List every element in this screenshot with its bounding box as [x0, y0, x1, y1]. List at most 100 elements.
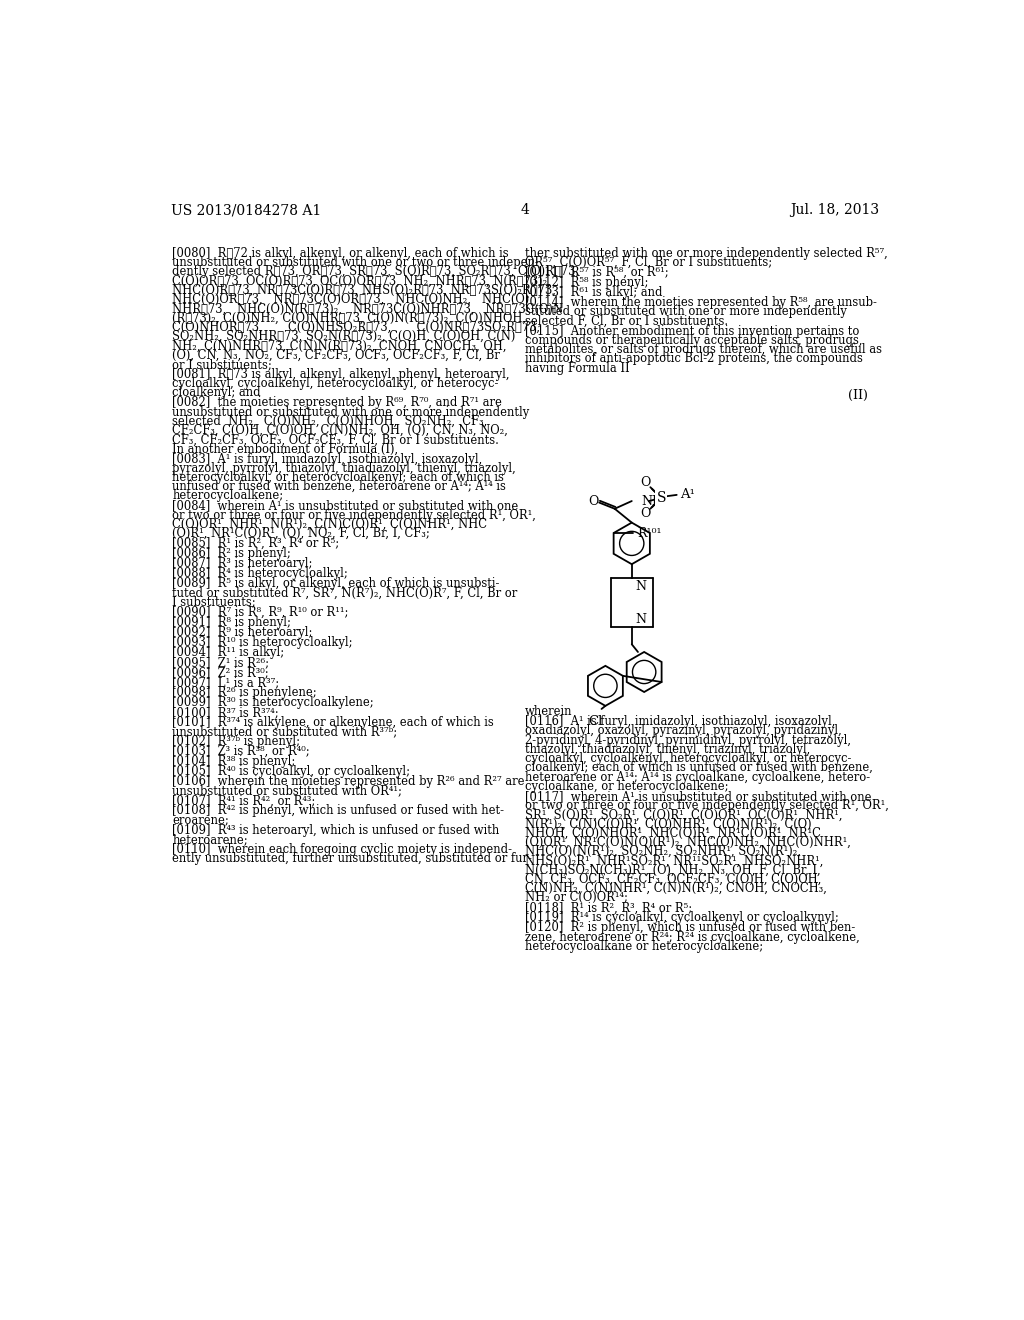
- Text: [0104]  R³⁸ is phenyl;: [0104] R³⁸ is phenyl;: [172, 755, 296, 768]
- Text: [0119]  R¹⁴ is cycloalkyl, cycloalkenyl or cycloalkynyl;: [0119] R¹⁴ is cycloalkyl, cycloalkenyl o…: [524, 911, 839, 924]
- Text: C(O)NHOR⁳73,       C(O)NHSO₂R⁳73,       C(O)NR⁳73SO₂R⁳73,: C(O)NHOR⁳73, C(O)NHSO₂R⁳73, C(O)NR⁳73SO₂…: [172, 321, 541, 334]
- Text: [0120]  R² is phenyl, which is unfused or fused with ben-: [0120] R² is phenyl, which is unfused or…: [524, 921, 855, 935]
- Text: [0089]  R⁵ is alkyl, or alkenyl, each of which is unsubsti-: [0089] R⁵ is alkyl, or alkenyl, each of …: [172, 577, 500, 590]
- Text: NHR⁳73,   NHC(O)N(R⁳73)₂,   NR⁳73C(O)NHR⁳73,   NR⁳73C(O)N: NHR⁳73, NHC(O)N(R⁳73)₂, NR⁳73C(O)NHR⁳73,…: [172, 302, 563, 315]
- Text: [0116]  A¹ is furyl, imidazolyl, isothiazolyl, isoxazolyl,: [0116] A¹ is furyl, imidazolyl, isothiaz…: [524, 715, 836, 729]
- Text: I substituents;: I substituents;: [172, 595, 256, 609]
- Text: cloalkenyl; each of which is unfused or fused with benzene,: cloalkenyl; each of which is unfused or …: [524, 762, 872, 775]
- Text: O: O: [641, 477, 651, 490]
- Text: (II): (II): [848, 389, 868, 403]
- Text: [0098]  R²⁶ is phenylene;: [0098] R²⁶ is phenylene;: [172, 686, 316, 698]
- Text: [0082]  the moieties represented by R⁶⁹, R⁷⁰, and R⁷¹ are: [0082] the moieties represented by R⁶⁹, …: [172, 396, 502, 409]
- Text: C(O)OR⁳73, OC(O)R⁳73, OC(O)OR⁳73, NH₂, NHR⁳73, N(R⁳73)₂,: C(O)OR⁳73, OC(O)R⁳73, OC(O)OR⁳73, NH₂, N…: [172, 275, 551, 288]
- Text: tuted or substituted R⁷, SR⁷, N(R⁷)₂, NHC(O)R⁷, F, Cl, Br or: tuted or substituted R⁷, SR⁷, N(R⁷)₂, NH…: [172, 586, 517, 599]
- Text: stituted or substituted with one or more independently: stituted or substituted with one or more…: [524, 305, 847, 318]
- Text: [0084]  wherein A¹ is unsubstituted or substituted with one: [0084] wherein A¹ is unsubstituted or su…: [172, 499, 518, 512]
- Text: NHC(O)OR⁳73,   NR⁳73C(O)OR⁳73,   NHC(O)NH₂,   NHC(O): NHC(O)OR⁳73, NR⁳73C(O)OR⁳73, NHC(O)NH₂, …: [172, 293, 529, 306]
- Text: [0083]  A¹ is furyl, imidazolyl, isothiazolyl, isoxazolyl,: [0083] A¹ is furyl, imidazolyl, isothiaz…: [172, 453, 482, 466]
- Text: [0093]  R¹⁰ is heterocycloalkyl;: [0093] R¹⁰ is heterocycloalkyl;: [172, 636, 352, 649]
- Text: US 2013/0184278 A1: US 2013/0184278 A1: [171, 203, 321, 216]
- Text: CF₃, CF₂CF₃, OCF₃, OCF₂CF₃, F, Cl, Br or I substituents.: CF₃, CF₂CF₃, OCF₃, OCF₂CF₃, F, Cl, Br or…: [172, 433, 499, 446]
- Text: unsubstituted or substituted with OR⁴¹;: unsubstituted or substituted with OR⁴¹;: [172, 784, 402, 797]
- Text: N: N: [635, 612, 646, 626]
- Text: NH₂, C(N)NHR⁳73, C(N)N(R⁳73)₂, CNOH, CNOCH₃, OH,: NH₂, C(N)NHR⁳73, C(N)N(R⁳73)₂, CNOH, CNO…: [172, 339, 507, 352]
- Text: NHC(O)(N(R¹)₂, SO₂NH₂, SO₂NHR¹, SO₂N(R¹)₂,: NHC(O)(N(R¹)₂, SO₂NH₂, SO₂NHR¹, SO₂N(R¹)…: [524, 845, 801, 858]
- Text: O: O: [589, 495, 599, 508]
- Text: [0114]  wherein the moieties represented by R⁵⁸, are unsub-: [0114] wherein the moieties represented …: [524, 296, 877, 309]
- Text: thiazolyl, thiadiazolyl, thienyl, triazinyl, triazolyl,: thiazolyl, thiadiazolyl, thienyl, triazi…: [524, 743, 810, 756]
- Text: [0113]  R⁶¹ is alkyl; and: [0113] R⁶¹ is alkyl; and: [524, 286, 663, 300]
- Text: [0107]  R⁴¹ is R⁴², or R⁴³;: [0107] R⁴¹ is R⁴², or R⁴³;: [172, 795, 315, 808]
- Text: S: S: [656, 491, 666, 506]
- Text: heterocycloalkane or heterocycloalkene;: heterocycloalkane or heterocycloalkene;: [524, 940, 763, 953]
- Text: cycloalkyl, cycloalkenyl, heterocycloalkyl, or heterocyc-: cycloalkyl, cycloalkenyl, heterocycloalk…: [172, 378, 499, 391]
- Text: or I substituents;: or I substituents;: [172, 358, 272, 371]
- Text: (O)OR¹, NR¹C(O)N(O)(R¹)₂, NHC(O)NH₂, NHC(O)NHR¹,: (O)OR¹, NR¹C(O)N(O)(R¹)₂, NHC(O)NH₂, NHC…: [524, 836, 851, 849]
- Text: metabolites, or salts of prodrugs thereof, which are useful as: metabolites, or salts of prodrugs thereo…: [524, 343, 882, 356]
- Text: selected  NH₂,  C(O)NH₂,  C(O)NHOH,  SO₂NH₂,  CF₃,: selected NH₂, C(O)NH₂, C(O)NHOH, SO₂NH₂,…: [172, 414, 487, 428]
- Text: NHS(O)₂R¹, NHR¹SO₂R¹, NR¹¹SO₂R¹, NHSO₂NHR¹,: NHS(O)₂R¹, NHR¹SO₂R¹, NR¹¹SO₂R¹, NHSO₂NH…: [524, 854, 823, 867]
- Text: CN, CF₃, OCF₃, CF₂CF₃, OCF₂CF₃, C(O)H, C(O)OH,: CN, CF₃, OCF₃, CF₂CF₃, OCF₂CF₃, C(O)H, C…: [524, 873, 821, 886]
- Text: [0110]  wherein each foregoing cyclic moiety is independ-: [0110] wherein each foregoing cyclic moi…: [172, 843, 512, 855]
- Text: [0105]  R⁴⁰ is cycloalkyl, or cycloalkenyl;: [0105] R⁴⁰ is cycloalkyl, or cycloalkeny…: [172, 766, 411, 779]
- Text: O: O: [641, 507, 651, 520]
- Text: CF₂CF₃, C(O)H, C(O)OH, C(N)NH₂, OH, (O), CN, N₃, NO₂,: CF₂CF₃, C(O)H, C(O)OH, C(N)NH₂, OH, (O),…: [172, 424, 508, 437]
- Text: [0115]  Another embodiment of this invention pertains to: [0115] Another embodiment of this invent…: [524, 325, 859, 338]
- Text: [0091]  R⁸ is phenyl;: [0091] R⁸ is phenyl;: [172, 615, 291, 628]
- Text: wherein: wherein: [524, 705, 572, 718]
- Text: SO₂NH₂, SO₂NHR⁳73, SO₂N(R⁳73)₂, C(O)H, C(O)OH, C(N): SO₂NH₂, SO₂NHR⁳73, SO₂N(R⁳73)₂, C(O)H, C…: [172, 330, 515, 343]
- Text: [0108]  R⁴² is phenyl, which is unfused or fused with het-: [0108] R⁴² is phenyl, which is unfused o…: [172, 804, 504, 817]
- Text: [0103]  Z³ is R³⁸, or R⁴⁰;: [0103] Z³ is R³⁸, or R⁴⁰;: [172, 744, 310, 758]
- Text: N: N: [635, 579, 646, 593]
- Text: SR¹, S(O)R¹, SO₂R¹, C(O)R¹, C(O)OR¹, OC(O)R¹, NHR¹,: SR¹, S(O)R¹, SO₂R¹, C(O)R¹, C(O)OR¹, OC(…: [524, 808, 843, 821]
- Text: NH₂ or C(O)OR¹⁴;: NH₂ or C(O)OR¹⁴;: [524, 891, 628, 904]
- Text: [0090]  R⁷ is R⁸, R⁹, R¹⁰ or R¹¹;: [0090] R⁷ is R⁸, R⁹, R¹⁰ or R¹¹;: [172, 606, 348, 619]
- Text: OR⁵⁷, C(O)OR⁵⁷, F, Cl, Br or I substituents;: OR⁵⁷, C(O)OR⁵⁷, F, Cl, Br or I substitue…: [524, 256, 772, 269]
- Text: [0092]  R⁹ is heteroaryl;: [0092] R⁹ is heteroaryl;: [172, 626, 312, 639]
- Text: R¹⁰¹: R¹⁰¹: [637, 527, 662, 540]
- Text: cycloalkyl, cycloalkenyl, heterocycloalkyl, or heterocyc-: cycloalkyl, cycloalkenyl, heterocycloalk…: [524, 752, 851, 766]
- Text: [0094]  R¹¹ is alkyl;: [0094] R¹¹ is alkyl;: [172, 645, 285, 659]
- Text: [0080]  R⁲72 is alkyl, alkenyl, or alkenyl, each of which is: [0080] R⁲72 is alkyl, alkenyl, or alkeny…: [172, 247, 509, 260]
- Text: [0117]  wherein A¹ is unsubstituted or substituted with one: [0117] wherein A¹ is unsubstituted or su…: [524, 789, 871, 803]
- Text: (O)R¹, NR¹C(O)R¹, (O), NO₂, F, Cl, Br, I, CF₃;: (O)R¹, NR¹C(O)R¹, (O), NO₂, F, Cl, Br, I…: [172, 527, 430, 540]
- Text: inhibitors of anti-apoptotic Bcl-2 proteins, the compounds: inhibitors of anti-apoptotic Bcl-2 prote…: [524, 352, 862, 366]
- Text: unfused or fused with benzene, heteroarene or A¹⁴; A¹⁴ is: unfused or fused with benzene, heteroare…: [172, 480, 506, 494]
- Text: or two or three or four or five independently selected R¹, OR¹,: or two or three or four or five independ…: [172, 508, 536, 521]
- Text: eroarene;: eroarene;: [172, 813, 229, 826]
- Text: [0100]  R³⁷ is R³⁷⁴;: [0100] R³⁷ is R³⁷⁴;: [172, 706, 279, 719]
- Text: ently unsubstituted, further unsubstituted, substituted or fur-: ently unsubstituted, further unsubstitut…: [172, 853, 532, 865]
- Text: cycloalkane, or heterocycloalkene;: cycloalkane, or heterocycloalkene;: [524, 780, 728, 793]
- Text: cloalkenyl; and: cloalkenyl; and: [172, 387, 261, 400]
- Text: NHOH, C(O)NHOR¹, NHC(O)R¹, NR¹C(O)R¹, NR¹C: NHOH, C(O)NHOR¹, NHC(O)R¹, NR¹C(O)R¹, NR…: [524, 826, 820, 840]
- Text: [0085]  R¹ is R², R³, R⁴ or R⁵;: [0085] R¹ is R², R³, R⁴ or R⁵;: [172, 537, 339, 550]
- Text: [0112]  R⁵⁸ is phenyl;: [0112] R⁵⁸ is phenyl;: [524, 276, 648, 289]
- Text: Jul. 18, 2013: Jul. 18, 2013: [790, 203, 879, 216]
- Text: [0101]  R³⁷⁴ is alkylene, or alkenylene, each of which is: [0101] R³⁷⁴ is alkylene, or alkenylene, …: [172, 715, 494, 729]
- Text: [0106]  wherein the moieties represented by R²⁶ and R²⁷ are: [0106] wherein the moieties represented …: [172, 775, 524, 788]
- Text: [0109]  R⁴³ is heteroaryl, which is unfused or fused with: [0109] R⁴³ is heteroaryl, which is unfus…: [172, 824, 500, 837]
- Text: [0087]  R³ is heteroaryl;: [0087] R³ is heteroaryl;: [172, 557, 312, 570]
- Text: Cl: Cl: [588, 715, 602, 729]
- Text: 2-pyridinyl, 4-pyridinyl, pyrimidinyl, pyrrolyl, tetrazolyl,: 2-pyridinyl, 4-pyridinyl, pyrimidinyl, p…: [524, 734, 851, 747]
- Text: compounds or therapeutically acceptable salts, prodrugs,: compounds or therapeutically acceptable …: [524, 334, 862, 347]
- Text: [0099]  R³⁰ is heterocycloalkylene;: [0099] R³⁰ is heterocycloalkylene;: [172, 696, 374, 709]
- Text: heteroarene or A¹⁴; A¹⁴ is cycloalkane, cycloalkene, hetero-: heteroarene or A¹⁴; A¹⁴ is cycloalkane, …: [524, 771, 870, 784]
- Text: N(CH₃)SO₂N(CH₃)R¹, (O), NH₂, N₃, OH, F, Cl, Br, I,: N(CH₃)SO₂N(CH₃)R¹, (O), NH₂, N₃, OH, F, …: [524, 863, 820, 876]
- Text: [0102]  R³⁷ᵇ is phenyl;: [0102] R³⁷ᵇ is phenyl;: [172, 735, 300, 748]
- Text: heteroarene;: heteroarene;: [172, 833, 248, 846]
- Text: pyrazolyl, pyrrolyl, thiazolyl, thiadiazolyl, thienyl, triazolyl,: pyrazolyl, pyrrolyl, thiazolyl, thiadiaz…: [172, 462, 516, 475]
- Text: ther substituted with one or more independently selected R⁵⁷,: ther substituted with one or more indepe…: [524, 247, 888, 260]
- Text: or two or three or four or five independently selected R¹, OR¹,: or two or three or four or five independ…: [524, 799, 889, 812]
- Text: A¹: A¹: [680, 488, 694, 502]
- Text: C(O)OR¹, NHR¹, N(R¹)₂, C(N)C(O)R¹, C(O)NHR¹, NHC: C(O)OR¹, NHR¹, N(R¹)₂, C(N)C(O)R¹, C(O)N…: [172, 517, 487, 531]
- Text: In another embodiment of Formula (I),: In another embodiment of Formula (I),: [172, 442, 398, 455]
- Text: [0088]  R⁴ is heterocycloalkyl;: [0088] R⁴ is heterocycloalkyl;: [172, 568, 348, 581]
- Text: [0086]  R² is phenyl;: [0086] R² is phenyl;: [172, 548, 291, 560]
- Text: (O), CN, N₃, NO₂, CF₃, CF₂CF₃, OCF₃, OCF₂CF₃, F, Cl, Br: (O), CN, N₃, NO₂, CF₃, CF₂CF₃, OCF₃, OCF…: [172, 348, 500, 362]
- Text: N(R¹)₂, C(N)C(O)R¹, C(O)NHR¹, C(O)N(R¹)₂, C(O): N(R¹)₂, C(N)C(O)R¹, C(O)NHR¹, C(O)N(R¹)₂…: [524, 817, 811, 830]
- Text: (R⁳73)₂, C(O)NH₂, C(O)NHR⁳73, C(O)N(R⁳73)₂, C(O)NHOH,: (R⁳73)₂, C(O)NH₂, C(O)NHR⁳73, C(O)N(R⁳73…: [172, 312, 526, 325]
- Text: dently selected R⁳73, OR⁳73, SR⁳73, S(O)R⁳73, SO₂R⁳73, C(O)R⁳73,: dently selected R⁳73, OR⁳73, SR⁳73, S(O)…: [172, 265, 580, 279]
- Text: unsubstituted or substituted with one or two or three indepen-: unsubstituted or substituted with one or…: [172, 256, 539, 269]
- Text: selected F, Cl, Br or I substituents.: selected F, Cl, Br or I substituents.: [524, 314, 728, 327]
